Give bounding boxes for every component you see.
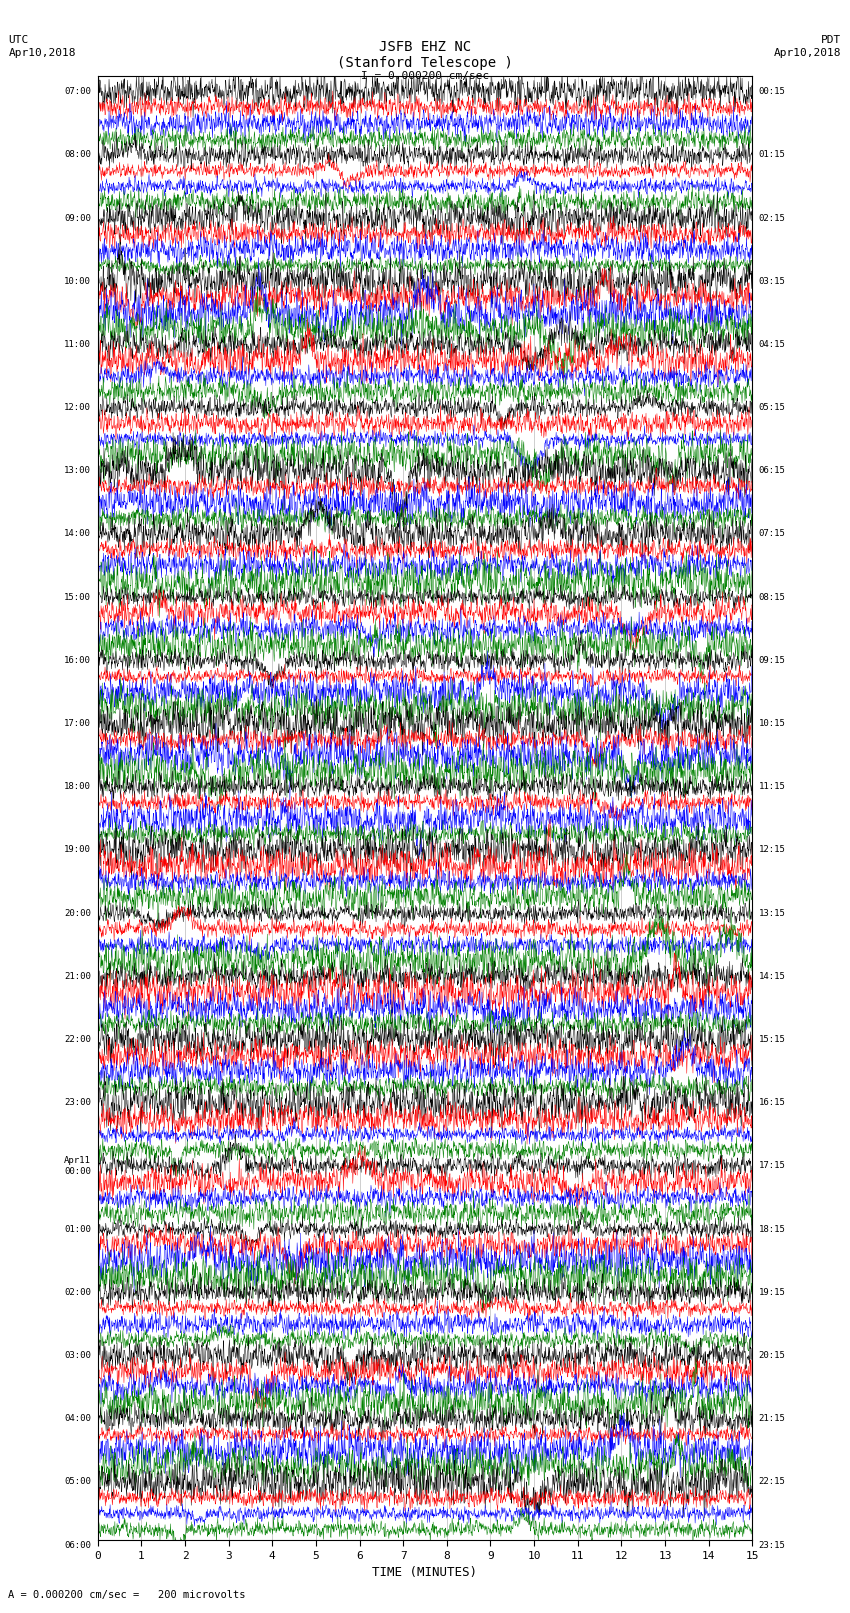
Text: 04:15: 04:15: [759, 340, 785, 348]
Text: 13:15: 13:15: [759, 908, 785, 918]
Text: 08:15: 08:15: [759, 592, 785, 602]
Text: 05:15: 05:15: [759, 403, 785, 411]
Text: 23:15: 23:15: [759, 1540, 785, 1550]
Text: 10:15: 10:15: [759, 719, 785, 727]
Text: 03:00: 03:00: [65, 1352, 91, 1360]
Text: 08:00: 08:00: [65, 150, 91, 160]
Text: 18:15: 18:15: [759, 1224, 785, 1234]
Text: 06:15: 06:15: [759, 466, 785, 476]
Text: 14:00: 14:00: [65, 529, 91, 539]
Text: 17:00: 17:00: [65, 719, 91, 727]
Text: 15:15: 15:15: [759, 1036, 785, 1044]
Text: 10:00: 10:00: [65, 277, 91, 286]
Text: 00:15: 00:15: [759, 87, 785, 97]
Text: 01:00: 01:00: [65, 1224, 91, 1234]
Text: 22:15: 22:15: [759, 1478, 785, 1487]
Text: 11:15: 11:15: [759, 782, 785, 792]
Text: 15:00: 15:00: [65, 592, 91, 602]
Text: 06:00: 06:00: [65, 1540, 91, 1550]
Text: I = 0.000200 cm/sec: I = 0.000200 cm/sec: [361, 71, 489, 81]
Text: 13:00: 13:00: [65, 466, 91, 476]
Text: (Stanford Telescope ): (Stanford Telescope ): [337, 56, 513, 71]
Text: 02:00: 02:00: [65, 1287, 91, 1297]
Text: 07:00: 07:00: [65, 87, 91, 97]
Text: 21:00: 21:00: [65, 973, 91, 981]
Text: 23:00: 23:00: [65, 1098, 91, 1107]
Text: 22:00: 22:00: [65, 1036, 91, 1044]
Text: A = 0.000200 cm/sec =   200 microvolts: A = 0.000200 cm/sec = 200 microvolts: [8, 1590, 246, 1600]
Text: 12:15: 12:15: [759, 845, 785, 855]
Text: 19:15: 19:15: [759, 1287, 785, 1297]
X-axis label: TIME (MINUTES): TIME (MINUTES): [372, 1566, 478, 1579]
Text: 16:00: 16:00: [65, 656, 91, 665]
Text: 07:15: 07:15: [759, 529, 785, 539]
Text: 18:00: 18:00: [65, 782, 91, 792]
Text: 14:15: 14:15: [759, 973, 785, 981]
Text: JSFB EHZ NC: JSFB EHZ NC: [379, 40, 471, 55]
Text: 02:15: 02:15: [759, 213, 785, 223]
Text: 12:00: 12:00: [65, 403, 91, 411]
Text: 17:15: 17:15: [759, 1161, 785, 1171]
Text: UTC
Apr10,2018: UTC Apr10,2018: [8, 35, 76, 58]
Text: 20:15: 20:15: [759, 1352, 785, 1360]
Text: 16:15: 16:15: [759, 1098, 785, 1107]
Text: 04:00: 04:00: [65, 1415, 91, 1423]
Text: 21:15: 21:15: [759, 1415, 785, 1423]
Text: 19:00: 19:00: [65, 845, 91, 855]
Text: 20:00: 20:00: [65, 908, 91, 918]
Text: 03:15: 03:15: [759, 277, 785, 286]
Text: 09:15: 09:15: [759, 656, 785, 665]
Text: PDT
Apr10,2018: PDT Apr10,2018: [774, 35, 842, 58]
Text: 11:00: 11:00: [65, 340, 91, 348]
Text: 05:00: 05:00: [65, 1478, 91, 1487]
Text: Apr11
00:00: Apr11 00:00: [65, 1157, 91, 1176]
Text: 09:00: 09:00: [65, 213, 91, 223]
Text: 01:15: 01:15: [759, 150, 785, 160]
